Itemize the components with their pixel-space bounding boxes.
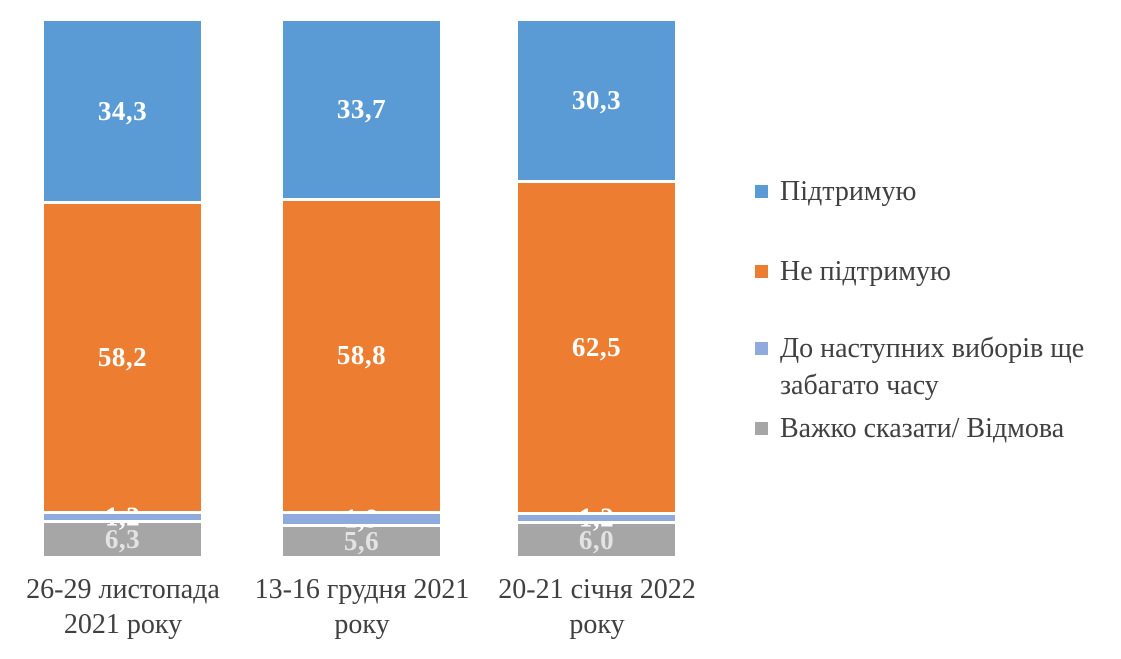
segment-value-label: 58,8 — [336, 340, 387, 371]
legend-swatch-icon — [755, 342, 768, 355]
bar-column-2: 33,7 58,8 1,95,6 — [283, 21, 440, 556]
legend-label: Підтримую — [780, 176, 917, 207]
legend-item: До наступних виборів ще забагато часу — [755, 331, 1115, 405]
bar-segment: 58,8 — [283, 201, 440, 514]
segment-value-label: 33,7 — [336, 94, 387, 125]
legend-swatch-icon — [755, 265, 768, 278]
category-label: 13-16 грудня 2021 року — [254, 574, 470, 640]
bar-segment: 30,3 — [518, 21, 675, 184]
segment-value-label: 34,3 — [97, 95, 148, 126]
legend-label: Важко сказати/ Відмова — [780, 413, 1065, 444]
segment-value-label: 6,3 — [104, 523, 141, 554]
bar-segment: 6,0 — [518, 524, 675, 556]
bar-segment: 62,5 — [518, 183, 675, 516]
category-label: 20-21 січня 2022 року — [498, 574, 696, 640]
segment-value-label: 30,3 — [571, 85, 622, 116]
legend-swatch-icon — [755, 185, 768, 198]
bar-segment: 1,9 — [283, 505, 440, 532]
thin-segment-stripe — [518, 515, 675, 522]
legend-item: Не підтримую — [755, 254, 1115, 291]
bar-segment: 1,2 — [518, 504, 675, 531]
thin-segment-stripe — [283, 513, 440, 524]
plot-area: 34,358,21,26,333,758,81,95,630,362,51,26… — [44, 21, 675, 556]
legend-item: Важко сказати/ Відмова — [755, 411, 1115, 448]
legend-item: Підтримую — [755, 174, 1115, 211]
bar-column-1: 34,3 58,2 1,2 6,3 — [44, 21, 201, 556]
chart-legend: Підтримую Не підтримую До наступних виборі… — [755, 0, 1121, 659]
bar-segment: 5,6 — [283, 525, 440, 556]
segment-value-label: 62,5 — [571, 332, 622, 363]
bar-column-3: 30,3 62,5 1,2 6,0 — [518, 21, 675, 556]
bar-segment: 58,2 — [44, 204, 201, 514]
segment-value-label: 58,2 — [97, 341, 148, 372]
legend-label: Не підтримую — [780, 256, 951, 287]
legend-label: До наступних виборів ще забагато часу — [780, 333, 1085, 401]
thin-segment-stripe — [44, 513, 201, 520]
segment-value-label: 6,0 — [578, 524, 615, 555]
bar-segment: 34,3 — [44, 21, 201, 205]
bar-segment: 33,7 — [283, 21, 440, 202]
bar-segment: 6,3 — [44, 522, 201, 556]
legend-swatch-icon — [755, 422, 768, 435]
category-label: 26-29 листопада 2021 року — [26, 574, 220, 640]
bar-segment: 1,2 — [44, 503, 201, 530]
segment-value-label: 5,6 — [343, 525, 380, 556]
